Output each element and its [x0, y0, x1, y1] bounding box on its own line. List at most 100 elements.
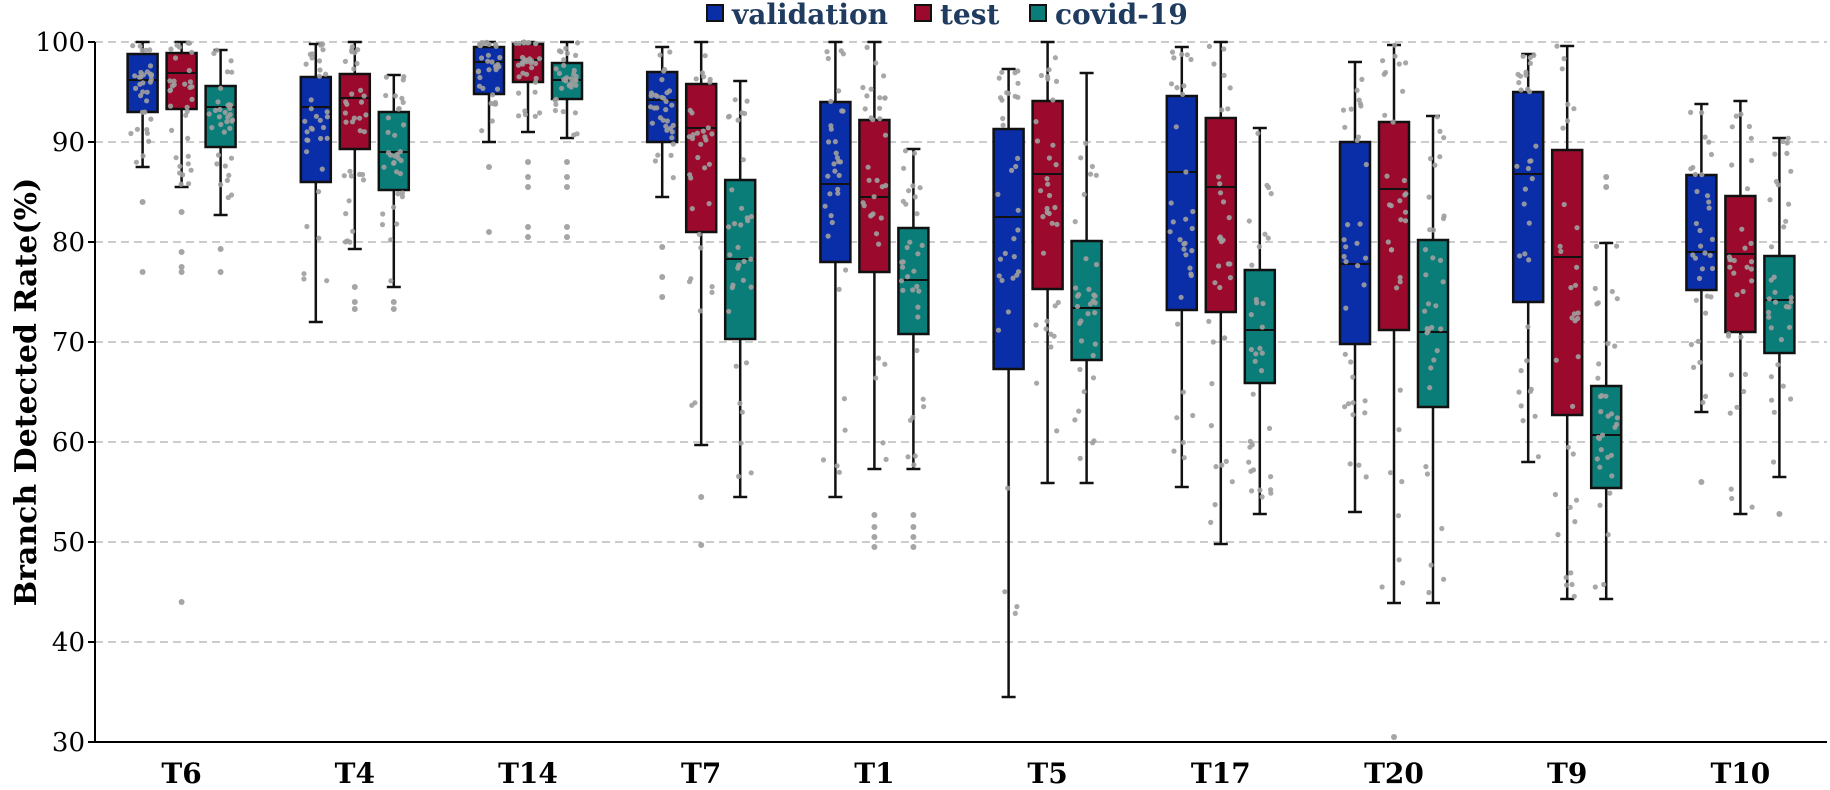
outlier-point	[525, 234, 531, 240]
data-point	[995, 191, 1001, 197]
data-point	[1770, 459, 1777, 465]
data-point	[1345, 222, 1351, 228]
outlier-point	[139, 269, 146, 275]
data-point	[1428, 365, 1434, 371]
data-point	[564, 50, 571, 57]
data-point	[305, 137, 311, 143]
data-point	[1247, 438, 1253, 444]
data-point	[1525, 86, 1531, 92]
box-test-T7	[684, 40, 718, 447]
data-point	[485, 58, 491, 64]
data-point	[906, 188, 912, 194]
data-point	[1597, 502, 1603, 508]
data-point	[1784, 140, 1790, 146]
data-point	[736, 473, 742, 479]
data-point	[1013, 163, 1019, 170]
data-point	[739, 110, 745, 116]
data-point	[1222, 335, 1228, 341]
data-point	[1005, 90, 1011, 96]
data-point	[1092, 310, 1098, 316]
data-point	[1219, 107, 1225, 113]
data-point	[1748, 135, 1754, 141]
data-point	[1592, 285, 1598, 292]
data-point	[1402, 218, 1409, 224]
data-point	[914, 211, 920, 217]
data-point	[1572, 282, 1579, 288]
data-point	[1394, 285, 1400, 291]
data-point	[1178, 294, 1184, 300]
data-point	[1206, 318, 1212, 324]
data-point	[915, 314, 921, 320]
data-point	[668, 152, 674, 158]
data-point	[1363, 161, 1369, 168]
y-tick-label: 90	[52, 128, 85, 158]
data-point	[836, 469, 843, 475]
data-point	[1342, 404, 1348, 410]
data-point	[1209, 381, 1215, 387]
data-point	[1688, 341, 1694, 348]
data-point	[1608, 452, 1614, 458]
data-point	[1357, 221, 1363, 227]
data-point	[1340, 107, 1347, 113]
data-point	[729, 285, 735, 291]
data-point	[664, 90, 670, 96]
data-point	[670, 122, 676, 128]
data-point	[379, 222, 386, 228]
data-point	[1174, 85, 1180, 91]
data-point	[1015, 207, 1021, 213]
data-point	[1171, 448, 1177, 454]
data-point	[1246, 218, 1252, 224]
data-point	[743, 360, 750, 366]
data-point	[1359, 76, 1365, 82]
data-point	[1575, 354, 1581, 360]
data-point	[1706, 205, 1712, 211]
legend-label: validation	[731, 0, 888, 31]
data-point	[520, 70, 526, 76]
box-test-T5	[1031, 40, 1064, 485]
data-point	[1043, 326, 1049, 332]
data-point	[360, 177, 367, 183]
data-point	[1427, 156, 1434, 162]
data-point	[862, 106, 868, 112]
data-point	[688, 276, 694, 282]
data-point	[137, 43, 143, 49]
data-point	[1702, 134, 1708, 140]
data-point	[1563, 582, 1570, 588]
data-point	[1221, 72, 1227, 78]
data-point	[1090, 352, 1096, 359]
data-point	[1379, 584, 1385, 590]
data-point	[698, 141, 704, 147]
data-point	[1180, 91, 1186, 97]
data-point	[1734, 404, 1740, 410]
data-point	[1517, 73, 1524, 79]
data-point	[144, 130, 150, 136]
data-point	[920, 396, 926, 402]
data-point	[1780, 138, 1786, 145]
data-point	[740, 277, 747, 283]
data-point	[1015, 227, 1021, 233]
data-point	[1397, 198, 1403, 204]
data-point	[661, 95, 667, 101]
data-point	[552, 107, 559, 114]
data-point	[1771, 274, 1777, 280]
data-point	[669, 129, 675, 135]
data-point	[128, 130, 134, 137]
data-point	[1521, 201, 1527, 207]
data-point	[1605, 413, 1611, 419]
data-point	[686, 134, 693, 140]
data-point	[1078, 338, 1085, 344]
data-point	[186, 67, 192, 74]
data-point	[323, 71, 329, 77]
outlier-point	[390, 299, 397, 305]
data-point	[1738, 334, 1744, 340]
data-point	[907, 239, 913, 245]
outlier-point	[1603, 184, 1610, 190]
outlier-point	[1698, 479, 1705, 485]
data-point	[229, 118, 235, 124]
data-point	[689, 402, 695, 408]
data-point	[148, 116, 154, 122]
y-tick-label: 30	[52, 728, 85, 758]
data-point	[1609, 473, 1615, 479]
data-point	[571, 71, 577, 77]
data-point	[1034, 380, 1040, 386]
